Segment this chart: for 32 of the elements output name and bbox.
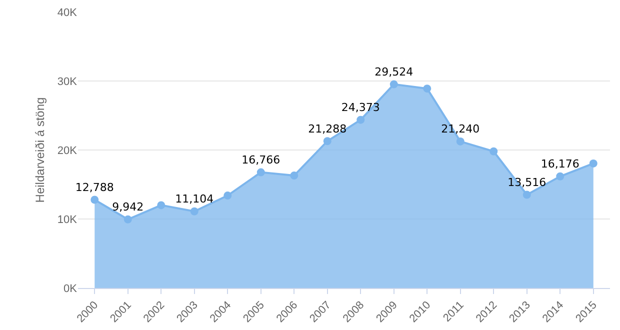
point [190,207,198,216]
point [224,192,232,200]
point [90,196,99,204]
point [423,84,432,93]
y-tick-label: 20K [57,144,78,157]
y-tick-label: 30K [57,76,78,88]
y-tick-label: 10K [57,214,78,226]
data-label: 12,788 [75,181,114,194]
point [356,116,365,124]
data-label: 9,942 [112,200,144,214]
point [290,172,298,180]
point [323,137,332,146]
point [157,201,166,210]
point [124,215,132,224]
data-label: 29,524 [374,66,414,79]
point [256,168,265,176]
data-label: 21,240 [441,122,480,136]
point [390,80,398,88]
data-label: 16,176 [540,158,580,171]
data-label: 24,373 [341,101,380,114]
point [456,137,464,146]
y-axis-title: Heildarveiði á stöng [33,97,47,203]
point [490,147,498,156]
point [522,190,531,199]
data-label: 13,516 [508,176,546,189]
point [589,159,598,168]
data-label: 11,104 [175,192,214,206]
data-label: 21,288 [308,122,347,136]
data-label: 16,766 [242,154,280,167]
point [556,172,564,180]
y-tick-label: 0K [64,282,78,295]
y-tick-label: 40K [57,6,78,19]
